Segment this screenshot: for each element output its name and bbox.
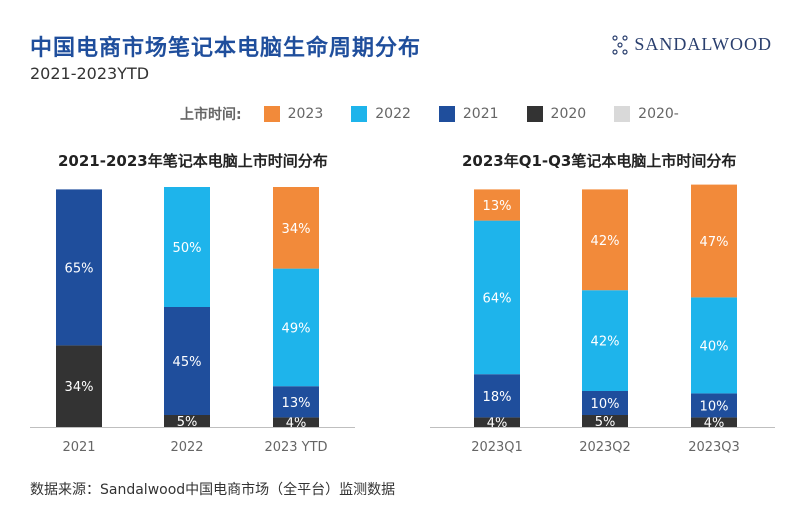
chart-title-right: 2023年Q1-Q3笔记本电脑上市时间分布	[462, 152, 737, 170]
data-label: 5%	[595, 415, 616, 430]
data-label: 34%	[65, 380, 94, 395]
bar-segment	[273, 268, 319, 387]
bar-segment	[273, 386, 319, 418]
legend-label: 2022	[375, 106, 411, 122]
legend-item-2023: 2023	[263, 106, 324, 122]
data-label: 50%	[173, 241, 202, 256]
data-label: 64%	[483, 291, 512, 306]
data-label: 4%	[704, 416, 725, 431]
legend-item-2020-earlier: 2020-	[614, 106, 679, 122]
bar-segment	[691, 417, 737, 427]
data-label: 65%	[65, 261, 94, 276]
data-label: 10%	[700, 399, 729, 414]
data-label: 5%	[177, 415, 198, 430]
bar-segment	[474, 220, 520, 375]
legend-title: 上市时间:	[180, 107, 242, 123]
bar-segment	[474, 374, 520, 418]
bar-segment	[56, 345, 102, 427]
legend-swatch	[614, 106, 631, 122]
data-label: 47%	[700, 235, 729, 250]
bar-segment	[582, 391, 628, 415]
legend-item-2020: 2020	[526, 106, 587, 122]
data-label: 13%	[282, 396, 311, 411]
x-tick-label: 2023 YTD	[264, 440, 327, 455]
data-label: 10%	[591, 397, 620, 412]
x-tick-label: 2022	[170, 440, 203, 455]
bar-segment	[691, 393, 737, 418]
data-label: 13%	[483, 199, 512, 214]
bar-segment	[691, 297, 737, 394]
page-title: 中国电商市场笔记本电脑生命周期分布	[30, 36, 422, 61]
legend-label: 2020	[550, 106, 587, 122]
bar-segment	[273, 417, 319, 427]
bar-segment	[164, 307, 210, 415]
bar-segment	[582, 189, 628, 291]
legend-swatch	[263, 106, 280, 122]
chart-title-left: 2021-2023年笔记本电脑上市时间分布	[58, 152, 328, 170]
legend: 上市时间: 2023 2022 2021 2020 2020-	[180, 104, 707, 124]
legend-label: 2021	[462, 106, 499, 122]
page-subtitle: 2021-2023YTD	[30, 64, 150, 83]
data-label: 4%	[487, 416, 508, 431]
data-label: 4%	[286, 416, 307, 431]
x-tick-label: 2023Q1	[471, 440, 523, 455]
source-note: 数据来源：Sandalwood中国电商市场（全平台）监测数据	[30, 482, 396, 498]
data-label: 18%	[483, 390, 512, 405]
bar-segment	[273, 187, 319, 269]
x-tick-label: 2023Q2	[579, 440, 631, 455]
legend-swatch	[351, 106, 368, 122]
logo-text: SANDALWOOD	[634, 34, 772, 54]
bar-segment	[164, 187, 210, 307]
data-label: 40%	[700, 339, 729, 354]
legend-label: 2020-	[638, 106, 679, 122]
bar-segment	[164, 415, 210, 427]
data-label: 45%	[173, 355, 202, 370]
legend-swatch	[438, 106, 455, 122]
x-tick-label: 2023Q3	[688, 440, 740, 455]
bar-segment	[56, 189, 102, 346]
legend-label: 2023	[287, 106, 324, 122]
data-label: 49%	[282, 321, 311, 336]
x-tick-label: 2021	[62, 440, 95, 455]
data-label: 42%	[591, 234, 620, 249]
bar-segment	[582, 415, 628, 427]
bar-segment	[474, 417, 520, 427]
bar-segment	[691, 184, 737, 298]
brand-logo: SANDALWOOD	[612, 34, 772, 55]
data-label: 42%	[591, 335, 620, 350]
bar-segment	[474, 189, 520, 221]
logo-mark-icon	[612, 34, 628, 55]
legend-item-2022: 2022	[351, 106, 411, 122]
data-label: 34%	[282, 222, 311, 237]
legend-item-2021: 2021	[438, 106, 499, 122]
legend-swatch	[526, 106, 543, 122]
bar-segment	[582, 290, 628, 391]
